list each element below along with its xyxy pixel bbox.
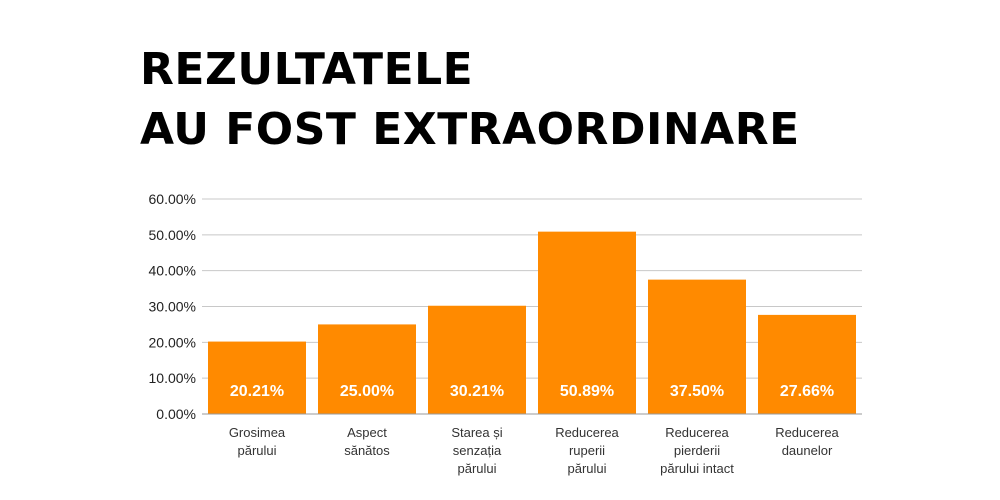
category-label-line: Reducerea [665, 425, 729, 440]
data-label: 27.66% [780, 383, 834, 400]
bar [318, 324, 416, 414]
category-label-line: părului [567, 461, 606, 476]
data-label: 20.21% [230, 383, 284, 400]
data-label: 30.21% [450, 383, 504, 400]
category-label-line: părului [237, 443, 276, 458]
category-label-line: părului intact [660, 461, 734, 476]
gridlines [202, 198, 862, 379]
category-label-line: ruperii [569, 443, 605, 458]
bars [208, 231, 856, 414]
category-label-line: senzația [453, 443, 502, 458]
y-tick-label: 40.00% [149, 263, 196, 279]
x-axis: Grosimea părului Aspect sănătos Starea și sen… [202, 413, 862, 476]
bar [758, 314, 856, 414]
category-label-line: părului [457, 461, 496, 476]
category-label-line: Grosimea [229, 425, 286, 440]
category-label-line: Aspect [347, 425, 387, 440]
data-label: 37.50% [670, 383, 724, 400]
category-label-line: sănătos [344, 443, 390, 458]
bar [428, 305, 526, 414]
chart-title-line-1: REZULTATELE [140, 44, 474, 95]
y-axis: 0.00% 10.00% 20.00% 30.00% 40.00% 50.00% 60.00… [149, 191, 196, 422]
category-label: Reducerea pierderii părului intact [660, 425, 734, 476]
chart-title-line-2: AU FOST EXTRAORDINARE [140, 104, 800, 155]
category-label-line: pierderii [674, 443, 720, 458]
category-label-line: daunelor [782, 443, 833, 458]
data-labels: 20.21% 25.00% 30.21% 50.89% 37.50% 27.66% [230, 383, 834, 400]
category-label-line: Reducerea [555, 425, 619, 440]
chart-title: REZULTATELE AU FOST EXTRAORDINARE [140, 40, 800, 160]
category-label: Starea și senzația părului [451, 425, 502, 476]
y-tick-label: 60.00% [149, 191, 196, 207]
bar [538, 231, 636, 414]
y-tick-label: 20.00% [149, 334, 196, 350]
category-label: Grosimea părului [229, 425, 286, 458]
y-tick-label: 50.00% [149, 227, 196, 243]
category-label-line: Reducerea [775, 425, 839, 440]
data-label: 50.89% [560, 383, 614, 400]
data-label: 25.00% [340, 383, 394, 400]
category-label: Aspect sănătos [344, 425, 390, 458]
y-tick-label: 10.00% [149, 370, 196, 386]
bar [648, 279, 746, 414]
y-tick-label: 0.00% [156, 406, 196, 422]
category-label: Reducerea ruperii părului [555, 425, 619, 476]
bar [208, 341, 306, 414]
category-label: Reducerea daunelor [775, 425, 839, 458]
y-tick-label: 30.00% [149, 299, 196, 315]
category-label-line: Starea și [451, 425, 502, 440]
